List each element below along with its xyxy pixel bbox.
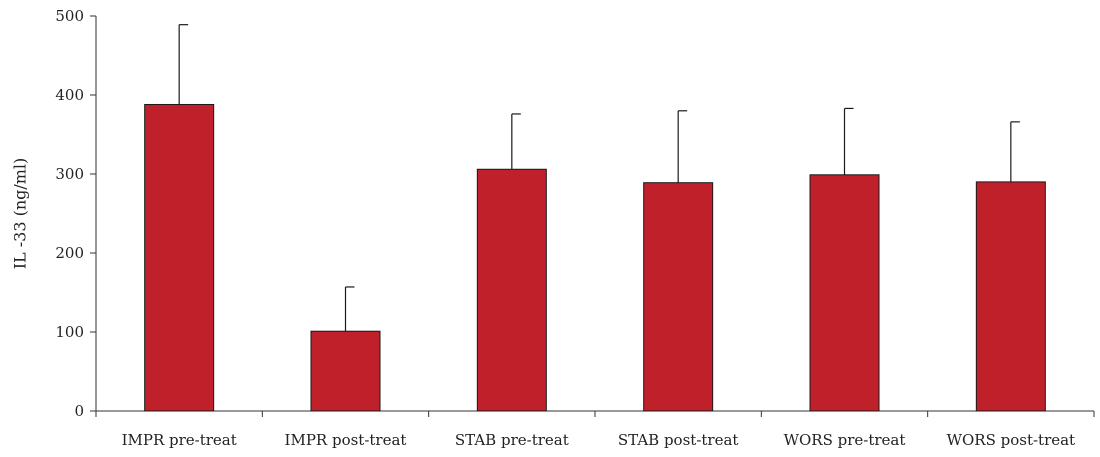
x-category-label: IMPR pre-treat [122, 431, 237, 449]
y-tick-label: 0 [74, 402, 84, 420]
x-category-label: IMPR post-treat [285, 431, 407, 449]
labels: 0 100 200 300 400 500 IMPR pre-treat IMPR post-… [55, 7, 1075, 449]
y-tick-label: 500 [55, 7, 84, 25]
bar [643, 182, 714, 412]
axes [90, 15, 1095, 417]
bar [476, 168, 547, 412]
y-tick-label: 300 [55, 165, 84, 183]
bar [310, 330, 381, 412]
y-axis-title: IL -33 (ng/ml) [11, 158, 30, 270]
bars [144, 103, 1046, 412]
bar [144, 103, 215, 412]
x-category-label: WORS post-treat [947, 431, 1076, 449]
error-bars [178, 24, 1020, 332]
bar [809, 174, 880, 412]
x-category-label: STAB pre-treat [455, 431, 569, 449]
y-tick-label: 400 [55, 86, 84, 104]
x-category-label: WORS pre-treat [784, 431, 906, 449]
y-tick-label: 100 [55, 323, 84, 341]
x-category-label: STAB post-treat [618, 431, 739, 449]
y-tick-label: 200 [55, 244, 84, 262]
bar [975, 181, 1046, 412]
